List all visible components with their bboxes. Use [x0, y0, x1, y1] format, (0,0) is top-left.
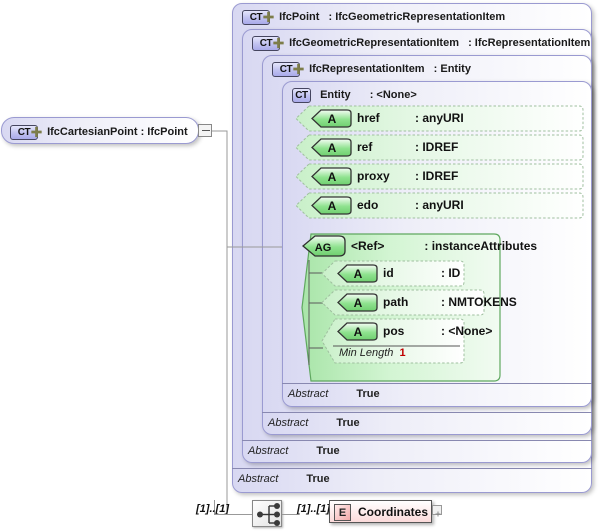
svg-text:AG: AG [315, 242, 332, 254]
svg-text:A: A [328, 199, 337, 213]
svg-text:A: A [328, 141, 337, 155]
svg-text:A: A [354, 296, 363, 310]
svg-text:A: A [328, 170, 337, 184]
svg-text:A: A [328, 112, 337, 126]
svg-text:A: A [354, 325, 363, 339]
svg-text:A: A [354, 267, 363, 281]
